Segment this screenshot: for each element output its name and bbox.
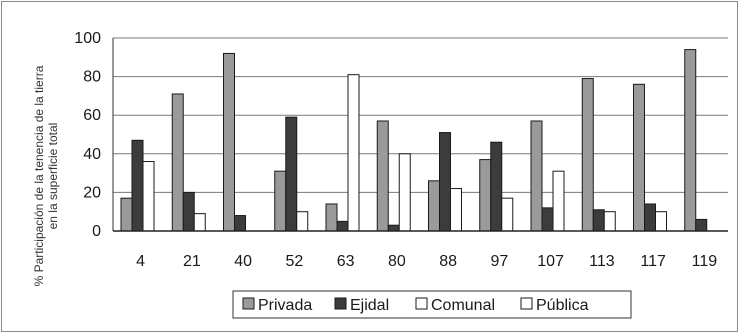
bar-comunal-97 — [501, 197, 514, 232]
x-tick-label: 97 — [490, 253, 508, 270]
bar-comunal-107 — [552, 170, 565, 232]
bar-comunal-63 — [347, 74, 360, 232]
bar-privada-107 — [530, 120, 543, 232]
legend-swatch-pública — [520, 297, 533, 310]
x-tick-label: 63 — [337, 253, 355, 270]
x-tick-label: 40 — [234, 253, 252, 270]
x-tick-label: 21 — [183, 253, 201, 270]
x-tick-label: 117 — [640, 253, 666, 270]
bar-privada-113 — [581, 78, 594, 232]
legend-swatch-ejidal — [334, 297, 347, 310]
x-tick-label: 107 — [537, 253, 564, 270]
x-tick-label: 88 — [439, 253, 457, 270]
bar-privada-97 — [479, 159, 492, 232]
bar-privada-80 — [376, 120, 389, 232]
x-tick-label: 80 — [388, 253, 406, 270]
x-tick-label: 113 — [589, 253, 615, 270]
bar-privada-117 — [633, 83, 645, 232]
bar-ejidal-40 — [234, 215, 246, 232]
bar-privada-4 — [120, 197, 133, 232]
y-tick-label: 80 — [83, 69, 101, 86]
bar-privada-52 — [274, 170, 287, 232]
y-axis-label-line: % Participación de la tenencia de la tie… — [32, 65, 46, 286]
bar-comunal-113 — [603, 211, 616, 232]
bar-privada-21 — [171, 93, 184, 232]
bar-ejidal-4 — [131, 139, 144, 232]
bar-comunal-4 — [142, 161, 155, 232]
bar-ejidal-80 — [387, 224, 400, 232]
legend-label: Pública — [536, 297, 589, 314]
y-tick-label: 20 — [83, 184, 101, 201]
y-tick-label: 60 — [83, 107, 101, 124]
bar-ejidal-113 — [592, 209, 605, 232]
bar-comunal-88 — [450, 188, 462, 232]
bar-ejidal-88 — [439, 132, 451, 232]
legend-swatch-comunal — [415, 297, 428, 310]
y-tick-label: 40 — [83, 146, 101, 163]
bar-ejidal-119 — [695, 218, 708, 232]
bar-privada-88 — [428, 180, 440, 232]
bar-comunal-117 — [655, 211, 667, 232]
bar-ejidal-107 — [541, 207, 554, 232]
legend-label: Ejidal — [350, 297, 389, 314]
legend-label: Comunal — [431, 297, 495, 314]
legend-box — [232, 290, 632, 319]
bar-privada-63 — [325, 203, 338, 232]
bar-comunal-52 — [296, 211, 309, 232]
legend-swatch-privada — [242, 297, 255, 310]
y-tick-label: 0 — [92, 223, 101, 240]
x-tick-label: 119 — [692, 253, 718, 270]
x-tick-label: 52 — [285, 253, 303, 270]
bar-ejidal-97 — [490, 141, 503, 232]
bar-privada-119 — [684, 49, 697, 232]
y-axis-label-line: en la superficie total — [46, 123, 60, 230]
bar-ejidal-52 — [285, 116, 298, 232]
x-tick-label: 4 — [136, 253, 145, 270]
bar-privada-40 — [223, 52, 235, 232]
y-tick-label: 100 — [74, 30, 101, 47]
bar-comunal-21 — [193, 213, 206, 232]
bar-ejidal-21 — [182, 191, 195, 232]
legend-label: Privada — [258, 297, 312, 314]
bar-ejidal-63 — [336, 220, 349, 232]
bar-comunal-80 — [398, 153, 411, 232]
bar-ejidal-117 — [644, 203, 656, 232]
